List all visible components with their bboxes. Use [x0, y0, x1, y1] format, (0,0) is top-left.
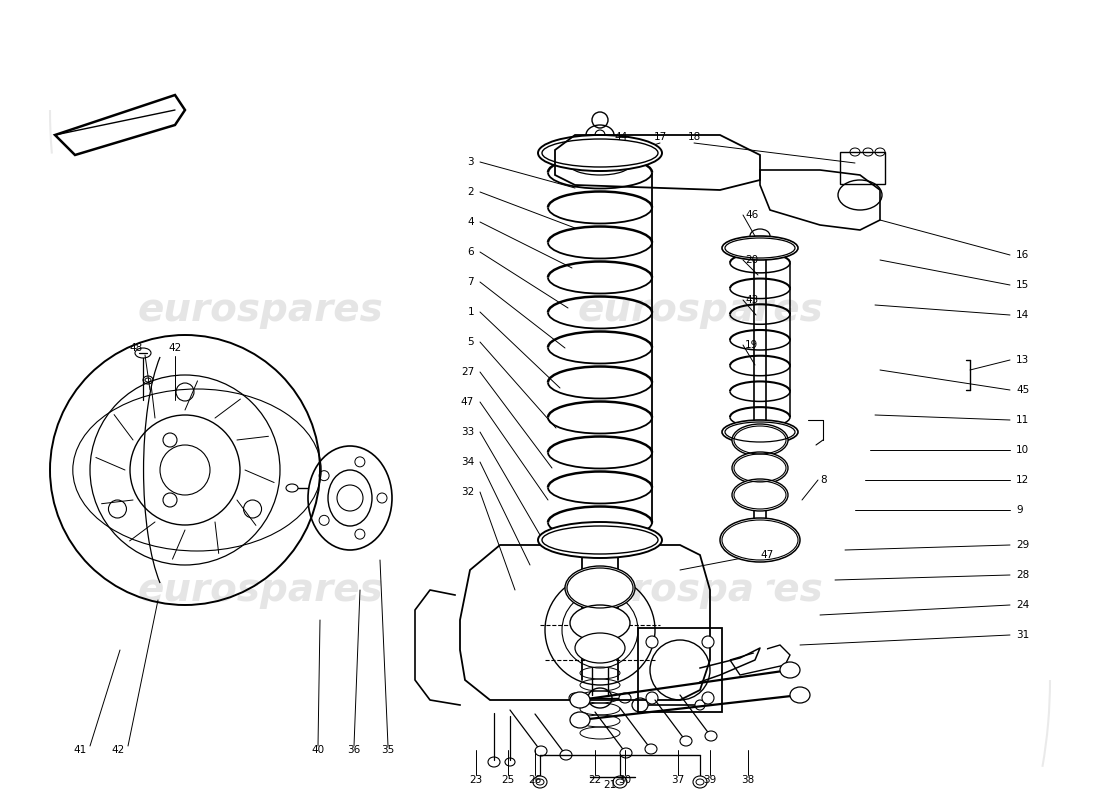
Ellipse shape: [732, 452, 788, 484]
Text: 7: 7: [468, 277, 474, 287]
Text: 18: 18: [688, 132, 701, 142]
Text: 22: 22: [588, 775, 602, 785]
Ellipse shape: [534, 776, 547, 788]
Text: 24: 24: [1016, 600, 1030, 610]
Text: 45: 45: [1016, 385, 1030, 395]
Text: 26: 26: [528, 775, 541, 785]
Text: 40: 40: [311, 745, 324, 755]
Ellipse shape: [722, 420, 798, 444]
Text: 37: 37: [671, 775, 684, 785]
Text: 47: 47: [760, 550, 773, 560]
Text: 42: 42: [168, 343, 182, 353]
Ellipse shape: [538, 135, 662, 171]
Ellipse shape: [565, 566, 635, 610]
Text: 31: 31: [1016, 630, 1030, 640]
Text: 20: 20: [745, 255, 758, 265]
Ellipse shape: [722, 236, 798, 260]
Text: 29: 29: [1016, 540, 1030, 550]
Text: 12: 12: [1016, 475, 1030, 485]
Text: 33: 33: [461, 427, 474, 437]
Ellipse shape: [645, 744, 657, 754]
Text: eurospares: eurospares: [138, 571, 383, 609]
Circle shape: [646, 692, 658, 704]
Text: 30: 30: [618, 775, 631, 785]
Ellipse shape: [135, 348, 151, 358]
Text: 44: 44: [615, 132, 628, 142]
Text: 28: 28: [1016, 570, 1030, 580]
Text: 1: 1: [468, 307, 474, 317]
Text: 6: 6: [468, 247, 474, 257]
Ellipse shape: [570, 692, 590, 708]
Text: 5: 5: [468, 337, 474, 347]
Ellipse shape: [569, 693, 581, 703]
Text: 32: 32: [461, 487, 474, 497]
Ellipse shape: [790, 687, 810, 703]
Text: 27: 27: [461, 367, 474, 377]
Ellipse shape: [632, 698, 648, 712]
Ellipse shape: [619, 693, 631, 703]
Ellipse shape: [286, 484, 298, 492]
Ellipse shape: [732, 479, 788, 511]
Text: 13: 13: [1016, 355, 1030, 365]
Ellipse shape: [560, 750, 572, 760]
Text: eurospares: eurospares: [578, 571, 823, 609]
Text: 9: 9: [1016, 505, 1023, 515]
Text: eurospares: eurospares: [578, 291, 823, 329]
Circle shape: [646, 636, 658, 648]
Ellipse shape: [613, 776, 627, 788]
Text: 43: 43: [745, 295, 758, 305]
Ellipse shape: [780, 662, 800, 678]
Text: 10: 10: [1016, 445, 1030, 455]
Ellipse shape: [538, 522, 662, 558]
Text: 23: 23: [470, 775, 483, 785]
Text: 42: 42: [111, 745, 124, 755]
Ellipse shape: [570, 605, 630, 641]
Ellipse shape: [535, 746, 547, 756]
Text: 8: 8: [820, 475, 826, 485]
Text: 17: 17: [653, 132, 667, 142]
Text: 4: 4: [468, 217, 474, 227]
Text: 34: 34: [461, 457, 474, 467]
Text: 19: 19: [745, 340, 758, 350]
Text: 14: 14: [1016, 310, 1030, 320]
Text: 35: 35: [382, 745, 395, 755]
Ellipse shape: [693, 776, 707, 788]
Ellipse shape: [732, 424, 788, 456]
Text: 39: 39: [703, 775, 716, 785]
Ellipse shape: [720, 518, 800, 562]
Text: 15: 15: [1016, 280, 1030, 290]
Text: 47: 47: [461, 397, 474, 407]
Ellipse shape: [620, 748, 632, 758]
Text: 3: 3: [468, 157, 474, 167]
Text: 48: 48: [130, 343, 143, 353]
Ellipse shape: [680, 736, 692, 746]
Text: 21: 21: [604, 780, 617, 790]
Text: 46: 46: [745, 210, 758, 220]
Ellipse shape: [695, 700, 705, 710]
Text: 36: 36: [348, 745, 361, 755]
Text: 11: 11: [1016, 415, 1030, 425]
Text: eurospares: eurospares: [138, 291, 383, 329]
Ellipse shape: [575, 633, 625, 663]
Circle shape: [702, 692, 714, 704]
Ellipse shape: [705, 731, 717, 741]
Circle shape: [702, 636, 714, 648]
Text: 16: 16: [1016, 250, 1030, 260]
Text: 41: 41: [74, 745, 87, 755]
Ellipse shape: [570, 712, 590, 728]
Text: 38: 38: [741, 775, 755, 785]
Text: 25: 25: [502, 775, 515, 785]
Text: 2: 2: [468, 187, 474, 197]
